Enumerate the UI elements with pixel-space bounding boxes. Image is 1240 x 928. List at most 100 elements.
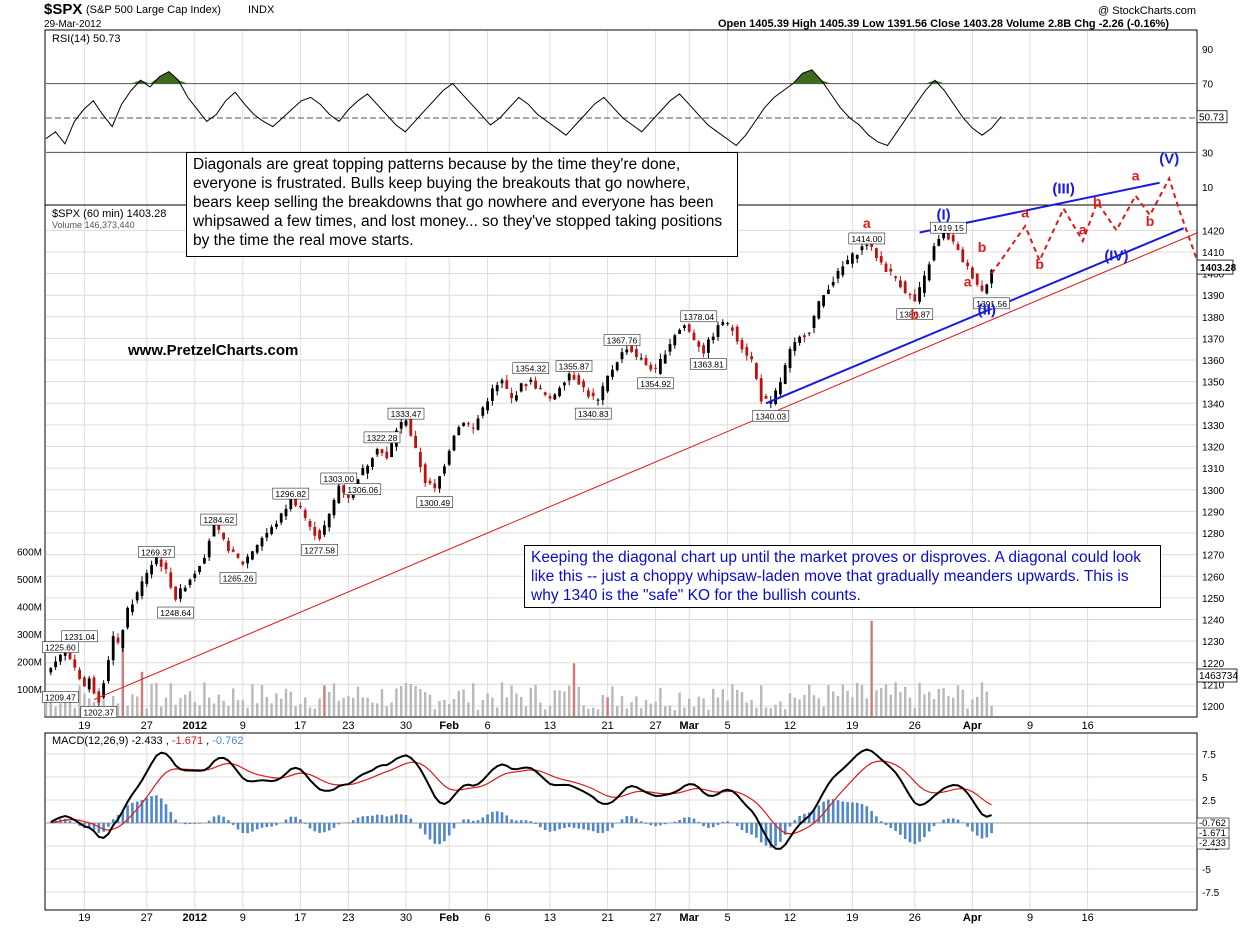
price-value-label: 1354.92 (640, 379, 671, 389)
volume-bar (923, 694, 926, 716)
macd-histogram-bar (428, 823, 432, 840)
price-y-tick-label: 1290 (1202, 507, 1225, 518)
macd-histogram-bar (63, 818, 67, 823)
candle-body (543, 392, 547, 395)
volume-bar (491, 697, 494, 716)
macd-histogram-bar (947, 818, 950, 823)
macd-histogram-bar (241, 823, 245, 834)
candle-body (323, 525, 326, 535)
macd-histogram-bar (275, 823, 278, 826)
price-label-box (930, 221, 967, 234)
candle-body (313, 526, 317, 536)
macd-x-tick-label: 26 (909, 912, 921, 924)
macd-histogram-bar (385, 816, 389, 823)
macd-histogram-bar (255, 823, 259, 830)
price-x-tick-label: 17 (294, 720, 306, 732)
volume-bar (304, 697, 307, 716)
volume-bar (232, 688, 235, 716)
macd-histogram-bar (481, 817, 485, 823)
trendline (93, 232, 1199, 700)
volume-bar (44, 696, 48, 716)
volume-bar (520, 696, 523, 716)
macd-histogram-bar (534, 823, 537, 824)
macd-histogram-bar (174, 819, 177, 823)
volume-bar (203, 682, 206, 716)
macd-histogram-bar (539, 823, 542, 828)
candle-body (913, 294, 917, 302)
macd-histogram-bar (721, 821, 725, 823)
price-x-tick-label: 19 (78, 720, 90, 732)
macd-x-tick-label: 16 (1081, 912, 1093, 924)
candle-body (692, 332, 696, 341)
volume-tick-label: 600M (17, 548, 42, 559)
price-y-tick-label: 1390 (1202, 291, 1225, 302)
price-y-tick-label: 1340 (1202, 399, 1225, 410)
candle-body (92, 677, 96, 694)
volume-bar (548, 705, 552, 716)
candle-body (875, 248, 878, 259)
candle-body (500, 380, 504, 384)
candle-body (361, 467, 365, 476)
volume-bar (510, 685, 513, 716)
volume-bar (764, 707, 768, 716)
macd-histogram-bar (606, 823, 609, 831)
price-x-tick-label: Mar (679, 720, 699, 732)
macd-histogram-bar (625, 816, 629, 823)
macd-histogram-bar (908, 823, 912, 843)
volume-bar (184, 694, 187, 716)
macd-y-tick-label: -7.5 (1202, 888, 1220, 899)
volume-bar (851, 697, 854, 716)
candle-body (380, 449, 384, 454)
macd-histogram-bar (836, 800, 840, 823)
price-y-tick-label: 1360 (1202, 356, 1225, 367)
volume-bar (649, 703, 652, 716)
macd-x-tick-label: 2012 (183, 912, 207, 924)
macd-histogram-bar (491, 811, 494, 823)
candle-body (937, 239, 941, 246)
volume-layer (44, 620, 993, 716)
macd-histogram-bar (251, 823, 254, 832)
volume-bar (280, 698, 283, 716)
macd-histogram-bar (798, 815, 801, 823)
volume-bar (740, 692, 744, 716)
volume-bar (587, 708, 590, 716)
candle-body (145, 573, 149, 584)
volume-bar (116, 703, 120, 716)
macd-histogram-bar (467, 819, 470, 823)
volume-bar (558, 690, 561, 716)
macd-histogram-bar (438, 823, 441, 845)
volume-bar (947, 695, 950, 716)
candle-body (615, 362, 619, 371)
volume-bar (808, 684, 811, 716)
price-label-box (512, 362, 550, 374)
volume-bar (275, 693, 278, 716)
candle-body (318, 530, 321, 540)
price-label-box (301, 544, 338, 556)
candle-body (452, 435, 456, 451)
candle-body (385, 451, 389, 459)
volume-bar (457, 690, 460, 716)
macd-histogram-bar (918, 823, 921, 842)
macd-histogram-bar (500, 812, 504, 823)
macd-histogram-bar (673, 821, 677, 823)
candle-body (241, 561, 245, 565)
macd-x-tick-label: 19 (78, 912, 90, 924)
candle-body (198, 565, 201, 573)
candle-body (966, 262, 969, 267)
candle-body (203, 557, 206, 564)
macd-histogram-bar (433, 823, 437, 844)
candle-body (491, 388, 494, 401)
volume-bar (630, 702, 633, 716)
price-label-box (157, 606, 194, 619)
volume-bar (779, 701, 782, 716)
macd-histogram-bar (865, 806, 869, 823)
candle-body (49, 668, 53, 673)
volume-bar (961, 689, 964, 716)
macd-x-tick-label: 9 (240, 912, 246, 924)
candle-body (337, 485, 341, 504)
volume-bar (328, 691, 331, 716)
candle-body (884, 263, 888, 272)
volume-bar (620, 696, 624, 716)
volume-bar (371, 702, 374, 716)
candle-body (207, 540, 211, 558)
